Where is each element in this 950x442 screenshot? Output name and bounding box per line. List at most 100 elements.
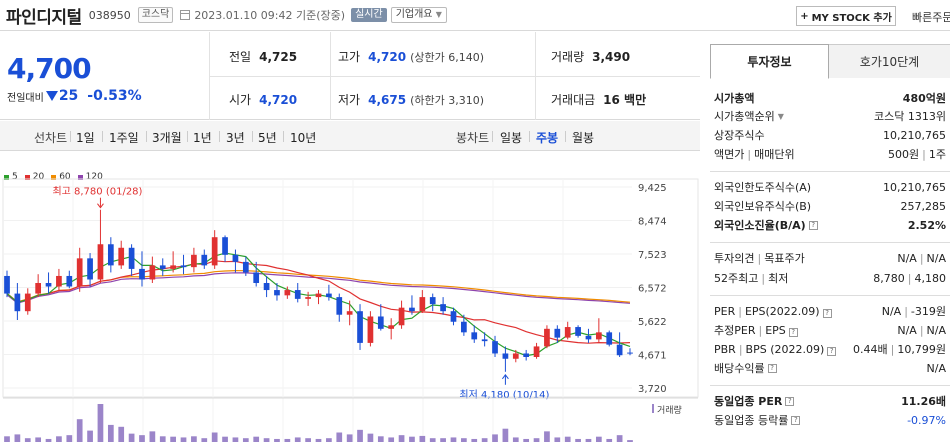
- help-icon[interactable]: ?: [767, 363, 777, 373]
- legend-label: 60: [59, 172, 71, 182]
- volume-bar: [388, 437, 395, 442]
- tab-3m[interactable]: 3개월: [152, 131, 182, 145]
- invest-info-panel: 투자정보 호가10단계 시가총액 480억원 시가총액순위 ▼ 코스닥 1313위…: [710, 44, 950, 442]
- candle-body: [14, 293, 21, 312]
- y-tick-label: 5,622: [638, 317, 667, 328]
- separator: |: [907, 271, 912, 285]
- volume-bar: [87, 430, 93, 442]
- dividend-label: 배당수익률: [714, 362, 765, 375]
- divider: [283, 131, 284, 142]
- candle-body: [4, 275, 10, 294]
- rank-label: 시가총액순위: [714, 110, 775, 123]
- candle-body: [357, 311, 363, 343]
- unit-label: 매매단위: [754, 148, 795, 161]
- candle-body: [118, 247, 125, 266]
- candle-body: [76, 258, 83, 287]
- y-tick-label: 3,720: [638, 384, 667, 395]
- prev-close-label: 전일: [229, 50, 252, 64]
- realtime-badge[interactable]: 실시간: [351, 8, 387, 22]
- volume-bar: [128, 433, 135, 442]
- per-label: PER: [714, 304, 736, 318]
- help-icon[interactable]: ?: [788, 328, 798, 337]
- est-eps-label: EPS: [765, 324, 786, 337]
- company-info-dropdown[interactable]: 기업개요 ▼: [390, 7, 447, 23]
- eps-label: EPS(2022.09): [744, 304, 820, 318]
- upper-limit: (상한가 6,140): [410, 51, 484, 64]
- legend-swatch: [51, 174, 57, 180]
- volume-bar: [429, 438, 436, 442]
- week52-value: 8,780 | 4,180: [873, 272, 946, 285]
- legend-swatch: [4, 174, 9, 180]
- volume-bar: [222, 436, 228, 442]
- tab-3y[interactable]: 3년: [226, 131, 245, 145]
- tab-1d[interactable]: 1일: [76, 131, 95, 145]
- candle-body: [128, 247, 135, 269]
- chart-period-tabs: 선차트 1일 1주일 3개월 1년 3년 5년 10년 봉차트 일봉 주봉 월봉: [0, 121, 700, 151]
- volume-label: 거래량: [551, 50, 585, 64]
- volume-bar: [544, 431, 550, 442]
- tab-invest-info[interactable]: 투자정보: [710, 44, 829, 79]
- datetime-value: 2023.01.10 09:42: [194, 9, 293, 22]
- price-chart[interactable]: 5 20 60 120 9,425 8,474 7,523 6,572 5,622 4,6…: [0, 152, 700, 442]
- help-icon[interactable]: ?: [822, 308, 832, 318]
- candle-body: [87, 258, 93, 280]
- tab-daily[interactable]: 일봉: [500, 131, 523, 145]
- tab-5y[interactable]: 5년: [258, 131, 277, 145]
- volume-bar: [315, 438, 322, 442]
- opinion-label: 투자의견: [714, 252, 755, 265]
- calendar-icon: [180, 10, 191, 20]
- help-icon[interactable]: ?: [785, 396, 795, 406]
- dividend-row: 배당수익률? N/A: [714, 360, 946, 376]
- volume-bar: [191, 436, 197, 442]
- candle-body: [97, 244, 104, 280]
- volume-bar: [232, 437, 239, 442]
- tab-weekly[interactable]: 주봉: [536, 131, 559, 145]
- candle-body: [242, 261, 249, 273]
- chevron-down-icon[interactable]: ▼: [777, 111, 784, 121]
- tab-1w[interactable]: 1주일: [109, 131, 139, 145]
- target-label: 목표주가: [764, 252, 805, 265]
- industry-per-value: 11.26배: [901, 395, 946, 408]
- diff-label: 전일대비: [7, 92, 44, 104]
- per-eps-value: N/A | -319원: [882, 303, 946, 319]
- help-icon[interactable]: ?: [827, 346, 837, 356]
- candle-body: [419, 297, 426, 312]
- separator: |: [761, 272, 766, 285]
- foreign-hold-value: 257,285: [900, 199, 947, 213]
- volume-bar: [326, 438, 332, 442]
- target-value: N/A: [926, 251, 946, 265]
- volume-legend-swatch: [652, 404, 654, 413]
- volume-bar: [481, 438, 488, 442]
- volume-bar: [45, 438, 52, 442]
- volume-bar: [118, 426, 125, 442]
- candlestick-chart[interactable]: 9,425 8,474 7,523 6,572 5,622 4,671 3,720 최고 8,…: [0, 152, 700, 442]
- divider: [252, 131, 253, 142]
- add-mystock-button[interactable]: + MY STOCK 추가: [796, 6, 896, 26]
- volume-value: 3,490: [592, 50, 631, 64]
- min-annotation: 최저 4,180 (10/14): [459, 389, 549, 401]
- help-icon[interactable]: ?: [808, 220, 818, 230]
- candle-body: [440, 304, 446, 312]
- shares-label: 상장주식수: [714, 129, 765, 142]
- help-icon[interactable]: ?: [791, 415, 801, 425]
- high-value: 4,720: [368, 50, 407, 64]
- candle-body: [627, 352, 633, 354]
- tab-orderbook[interactable]: 호가10단계: [829, 44, 950, 78]
- volume-bar: [440, 438, 446, 442]
- market-cap-value: 480억원: [902, 92, 946, 105]
- divider: [187, 131, 188, 142]
- volume-bar: [211, 432, 218, 442]
- separator: |: [890, 343, 895, 356]
- volume-bar: [149, 431, 156, 442]
- foreign-hold-label: 외국인보유주식수(B): [714, 200, 812, 213]
- add-mystock-label: MY STOCK 추가: [811, 12, 892, 24]
- tab-monthly[interactable]: 월봉: [572, 131, 595, 145]
- quick-order-link[interactable]: 빠른주문: [912, 11, 950, 24]
- tab-10y[interactable]: 10년: [290, 131, 317, 145]
- current-price: 4,700: [7, 52, 92, 85]
- datetime-basis: 기준(장중): [296, 9, 346, 22]
- volume-bar: [377, 436, 384, 442]
- candle-body: [284, 290, 291, 296]
- candle-body: [512, 353, 519, 359]
- tab-1y[interactable]: 1년: [193, 131, 212, 145]
